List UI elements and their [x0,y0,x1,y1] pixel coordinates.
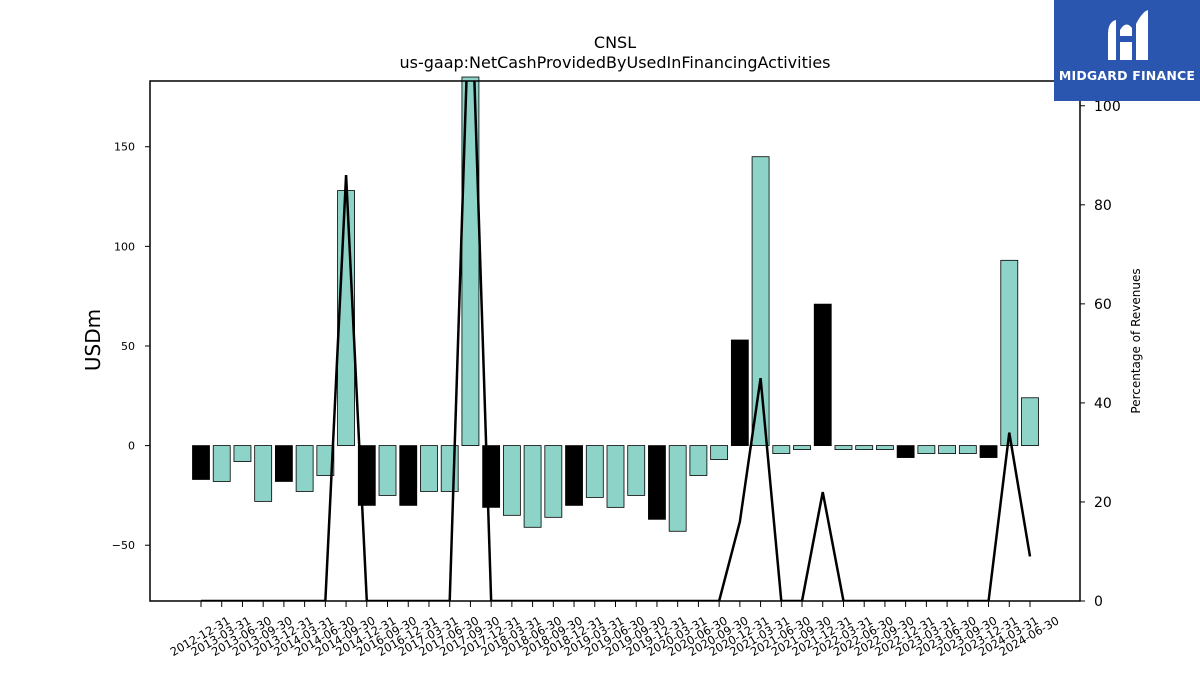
bars-group [192,76,1039,532]
bar-2018-06-30 [523,445,542,528]
bar-2019-09-30 [627,445,646,496]
bar-2014-03-31 [295,445,314,492]
bar-2024-03-31 [1000,259,1019,446]
bar-2016-09-30 [378,445,397,496]
bar-2013-09-30 [254,445,273,502]
bar-2018-03-31 [502,445,521,516]
bar-2023-06-30 [938,445,956,454]
logo-mark-icon [1108,10,1148,61]
pct-revenue-line [201,81,1032,601]
bar-2017-09-30 [461,76,480,446]
bar-2016-12-31 [399,445,418,506]
bar-2019-12-31 [648,445,666,520]
bar-2012-12-31 [192,445,210,480]
brand-logo: MIDGARD FINANCE [1054,0,1200,101]
chart-subtitle: us-gaap:NetCashProvidedByUsedInFinancing… [399,53,830,72]
bar-2024-06-30 [1021,397,1039,446]
bar-2023-09-30 [958,445,977,454]
bar-2019-06-30 [606,445,625,508]
y-tick-label: 150 [114,141,135,154]
bar-2023-12-31 [979,445,998,458]
y2-tick-label: 60 [1094,297,1112,313]
bar-2021-06-30 [772,445,791,454]
bar-2021-12-31 [813,303,832,447]
bar-2014-06-30 [316,445,335,476]
chart-title: CNSL [594,33,636,52]
bar-2013-06-30 [233,445,252,462]
bar-2023-03-31 [917,445,936,454]
bar-2018-09-30 [544,445,563,518]
y2-tick-label: 80 [1094,198,1112,214]
y2-tick-label: 0 [1094,594,1103,610]
y-tick-label: −50 [112,539,135,552]
bar-2020-03-31 [668,445,687,532]
line-group [201,81,1032,601]
bar-2022-06-30 [855,445,874,450]
bar-2013-03-31 [212,445,231,482]
bar-2018-12-31 [565,445,583,506]
bar-2022-03-31 [834,445,853,450]
y-tick-label: 50 [121,340,135,353]
y2-tick-label: 100 [1094,99,1121,115]
bar-2022-09-30 [876,445,894,450]
y-axis-label: USDm [81,309,105,371]
bar-2020-12-31 [730,339,749,446]
plot-frame [149,80,1081,602]
y2-tick-label: 40 [1094,396,1112,412]
bar-2020-09-30 [710,445,729,460]
y-tick-label: 0 [128,440,135,453]
bar-2019-03-31 [585,445,604,498]
y2-axis-label: Percentage of Revenues [1129,268,1143,413]
y2-tick-label: 20 [1094,495,1112,511]
brand-name: MIDGARD FINANCE [1058,68,1196,83]
bar-2021-03-31 [751,156,770,447]
bar-2017-03-31 [420,445,438,492]
bar-2022-12-31 [896,445,915,458]
bar-2013-12-31 [274,445,293,482]
bar-2021-09-30 [793,445,811,450]
axes-group: −500501001500204060801002012-12-312013-0… [112,99,1121,659]
y-tick-label: 100 [114,240,135,253]
bar-2020-06-30 [689,445,708,476]
